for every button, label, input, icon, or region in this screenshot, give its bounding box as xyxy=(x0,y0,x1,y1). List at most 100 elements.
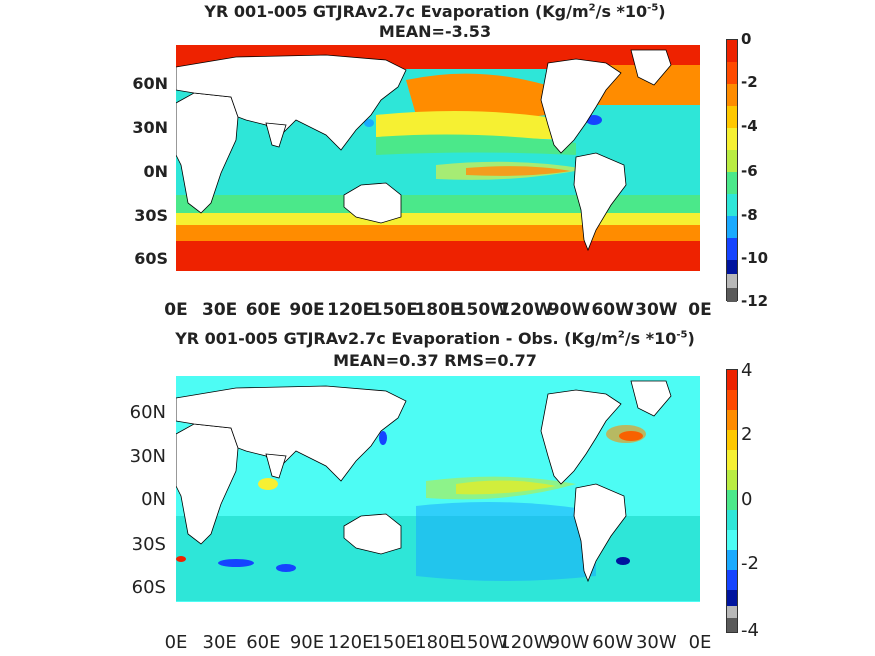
panel1-lon-tick: 60E xyxy=(245,300,281,320)
north-america-land xyxy=(540,389,622,485)
panel2-lon-tick: 150E xyxy=(371,632,418,653)
greenland-land xyxy=(630,380,672,417)
panel1-lon-tick: 0E xyxy=(688,300,712,320)
panel1-title-unit: /s *10 xyxy=(595,2,648,21)
panel2-lon-tick: 0E xyxy=(688,632,712,653)
north-pacific-green xyxy=(376,134,576,155)
panel2-colorbar-tick: -2 xyxy=(741,553,759,574)
greenland-land xyxy=(630,49,672,86)
panel1-colorbar-tick: -6 xyxy=(741,162,758,180)
southern-yellow-band xyxy=(176,213,700,227)
panel2-colorbar-tick: -4 xyxy=(741,620,759,641)
panel2-colorbar-tick: 2 xyxy=(741,424,753,445)
kuroshio-blue xyxy=(379,431,387,445)
falklands-blue xyxy=(616,557,630,565)
panel1-lat-tick: 60S xyxy=(134,249,168,268)
panel1-lat-tick: 0N xyxy=(143,162,168,181)
southern-red-band xyxy=(176,241,700,271)
south-america-land xyxy=(573,483,627,583)
north-pacific-yellow xyxy=(376,111,566,140)
panel2-lat-tick: 60N xyxy=(129,402,166,423)
panel2-lat-tick: 30S xyxy=(131,534,166,555)
panel1-lon-tick: 30W xyxy=(635,300,678,320)
panel2-lat-tick: 60S xyxy=(131,577,166,598)
panel1-colorbar-tick: -8 xyxy=(741,206,758,224)
panel2-lat-tick: 0N xyxy=(141,489,166,510)
panel1-lon-tick: 90E xyxy=(289,300,325,320)
arabian-sea-yellow xyxy=(258,478,278,490)
panel2-lat-tick: 30N xyxy=(129,446,166,467)
benguela-red xyxy=(176,556,186,562)
panel2-map-svg xyxy=(176,376,700,627)
panel2-lon-tick: 90E xyxy=(289,632,325,653)
panel2-title: YR 001-005 GTJRAv2.7c Evaporation - Obs.… xyxy=(130,329,740,348)
panel2-title-close: ) xyxy=(687,329,695,348)
southern-green-band xyxy=(176,195,700,215)
panel2-lon-tick: 120W xyxy=(499,632,552,653)
panel1-title: YR 001-005 GTJRAv2.7c Evaporation (Kg/m2… xyxy=(130,2,740,21)
panel1-lat-tick: 30N xyxy=(132,118,168,137)
panel2-colorbar-tick: 4 xyxy=(741,360,753,381)
panel2-title-text: YR 001-005 GTJRAv2.7c Evaporation - Obs.… xyxy=(175,329,618,348)
india-land xyxy=(265,122,287,148)
southern-orange-band xyxy=(176,225,700,243)
equatorial-greenish xyxy=(426,476,576,500)
antarctic-land xyxy=(176,271,700,296)
south-pacific-blue xyxy=(416,502,596,581)
panel1-title-text: YR 001-005 GTJRAv2.7c Evaporation (Kg/m xyxy=(204,2,589,21)
panel1-lon-tick: 90W xyxy=(547,300,591,320)
eurasia-land xyxy=(176,54,407,151)
panel1-lon-tick: 180E xyxy=(414,300,462,320)
panel1-lon-tick: 150E xyxy=(370,300,418,320)
gulf-stream-blue xyxy=(586,115,602,125)
panel1-lon-tick: 120W xyxy=(498,300,553,320)
panel2-lon-tick: 30E xyxy=(202,632,237,653)
panel1-title-scale: -5 xyxy=(647,2,659,14)
panel2-subtitle: MEAN=0.37 RMS=0.77 xyxy=(333,351,537,370)
panel2-colorbar-tick: 0 xyxy=(741,489,753,510)
panel1-lon-tick: 150W xyxy=(454,300,509,320)
panel1-title-exponent: 2 xyxy=(588,2,596,14)
antarctic-land xyxy=(176,602,700,627)
panel2-lon-tick: 150W xyxy=(455,632,508,653)
india-land xyxy=(265,453,287,479)
panel2-title-scale: -5 xyxy=(676,329,688,341)
panel1-colorbar xyxy=(726,39,738,302)
agulhas-blue xyxy=(218,559,254,567)
panel1-colorbar-tick: 0 xyxy=(741,30,752,48)
kuroshio-blue xyxy=(364,119,374,127)
north-pacific-orange xyxy=(406,73,546,120)
panel1-lat-tick: 30S xyxy=(134,206,168,225)
panel1-colorbar-tick: -4 xyxy=(741,117,758,135)
panel1-map xyxy=(176,45,700,296)
panel1-subtitle: MEAN=-3.53 xyxy=(378,22,492,41)
north-america-land xyxy=(540,58,622,154)
panel1-colorbar-tick: -10 xyxy=(741,249,769,267)
panel2-lon-tick: 0E xyxy=(164,632,188,653)
south-america-land xyxy=(573,152,627,252)
panel2-lon-tick: 180E xyxy=(415,632,461,653)
australia-land xyxy=(343,182,402,224)
panel1-title-close: ) xyxy=(658,2,666,21)
panel1-lon-tick: 30E xyxy=(202,300,238,320)
panel2-lon-tick: 30W xyxy=(635,632,677,653)
panel2-map xyxy=(176,376,700,627)
panel2-colorbar xyxy=(726,369,738,633)
panel1-lon-tick: 60W xyxy=(591,300,634,320)
panel2-lon-tick: 90W xyxy=(548,632,590,653)
panel1-lat-tick: 60N xyxy=(132,74,168,93)
southern-ocean-blue xyxy=(276,564,296,572)
eurasia-land xyxy=(176,385,407,482)
panel1-lon-tick: 120E xyxy=(327,300,375,320)
panel2-title-unit: /s *10 xyxy=(624,329,677,348)
panel1-map-svg xyxy=(176,45,700,296)
equatorial-yellow-tongue xyxy=(436,161,586,180)
panel2-lon-tick: 60E xyxy=(246,632,281,653)
panel1-lon-tick: 0E xyxy=(164,300,188,320)
gulf-stream-orange xyxy=(606,425,646,443)
panel2-title-exponent: 2 xyxy=(617,329,625,341)
panel1-colorbar-tick: -2 xyxy=(741,73,758,91)
australia-land xyxy=(343,513,402,555)
panel1-colorbar-tick: -12 xyxy=(741,292,769,310)
panel2-lon-tick: 120E xyxy=(327,632,374,653)
